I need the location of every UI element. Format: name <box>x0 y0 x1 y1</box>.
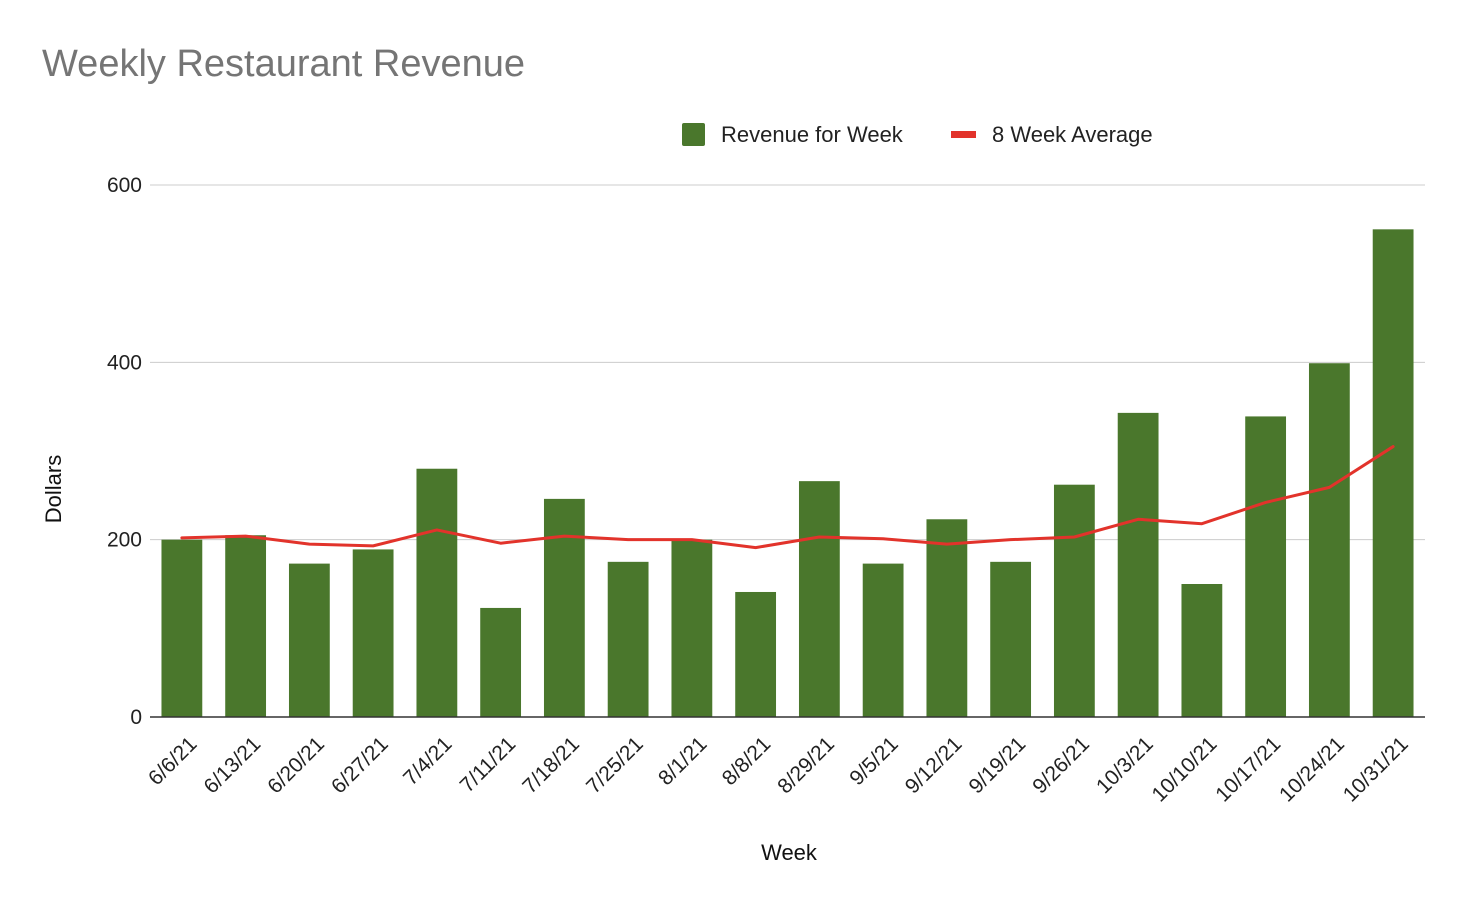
bar-6-13-21[interactable] <box>225 535 267 717</box>
bar-9-12-21[interactable] <box>926 519 968 717</box>
bar-10-24-21[interactable] <box>1308 363 1350 717</box>
average-line[interactable] <box>180 445 1395 550</box>
average-point-7-4-21[interactable] <box>432 525 442 535</box>
chart-title: Weekly Restaurant Revenue <box>42 43 525 85</box>
average-point-10-10-21[interactable] <box>1197 519 1207 529</box>
x-axis-title: Week <box>761 840 818 865</box>
average-point-8-29-21[interactable] <box>814 532 824 542</box>
legend-swatch-average <box>951 131 976 138</box>
bar-8-8-21[interactable] <box>735 591 777 717</box>
average-point-6-6-21[interactable] <box>177 533 187 543</box>
average-point-10-31-21[interactable] <box>1388 442 1398 452</box>
average-line-series <box>177 442 1398 553</box>
average-point-8-1-21[interactable] <box>687 535 697 545</box>
x-tick-label-9-12-21: 9/12/21 <box>901 732 967 798</box>
average-point-7-25-21[interactable] <box>623 535 633 545</box>
x-tick-label-10-31-21: 10/31/21 <box>1339 732 1413 806</box>
x-tick-label-7-4-21: 7/4/21 <box>399 732 457 790</box>
y-tick-label-200: 200 <box>107 529 142 552</box>
bar-9-19-21[interactable] <box>990 561 1032 717</box>
x-tick-label-10-17-21: 10/17/21 <box>1211 732 1285 806</box>
average-point-9-26-21[interactable] <box>1069 532 1079 542</box>
bar-6-27-21[interactable] <box>352 549 394 717</box>
x-tick-label-9-5-21: 9/5/21 <box>845 732 903 790</box>
average-point-9-5-21[interactable] <box>878 534 888 544</box>
x-tick-label-9-19-21: 9/19/21 <box>965 732 1031 798</box>
x-tick-label-6-6-21: 6/6/21 <box>144 732 202 790</box>
bar-10-17-21[interactable] <box>1245 416 1287 717</box>
y-tick-label-0: 0 <box>130 706 142 729</box>
x-tick-label-10-24-21: 10/24/21 <box>1275 732 1349 806</box>
average-point-10-24-21[interactable] <box>1324 482 1334 492</box>
x-tick-label-9-26-21: 9/26/21 <box>1028 732 1094 798</box>
average-point-6-27-21[interactable] <box>368 541 378 551</box>
average-point-10-17-21[interactable] <box>1261 497 1271 507</box>
legend-label-revenue: Revenue for Week <box>721 122 904 147</box>
y-axis-ticks: 0 200 400 600 <box>107 174 142 729</box>
x-tick-label-6-27-21: 6/27/21 <box>327 732 393 798</box>
bar-6-20-21[interactable] <box>288 563 330 717</box>
x-tick-label-7-18-21: 7/18/21 <box>518 732 584 798</box>
x-tick-label-8-8-21: 8/8/21 <box>718 732 776 790</box>
bar-8-29-21[interactable] <box>798 481 840 717</box>
average-point-6-13-21[interactable] <box>241 531 251 541</box>
legend-label-average: 8 Week Average <box>992 122 1153 147</box>
legend: Revenue for Week 8 Week Average <box>682 122 1153 147</box>
average-point-9-19-21[interactable] <box>1006 535 1016 545</box>
grid-lines <box>150 184 1425 541</box>
y-axis-title: Dollars <box>41 455 66 523</box>
bar-9-26-21[interactable] <box>1053 484 1095 717</box>
x-tick-label-8-1-21: 8/1/21 <box>654 732 712 790</box>
x-tick-label-6-13-21: 6/13/21 <box>200 732 266 798</box>
legend-item-revenue[interactable]: Revenue for Week <box>682 122 904 147</box>
x-axis-ticks: 6/6/216/13/216/20/216/27/21 7/4/21 7/11/21… <box>144 732 1413 806</box>
bar-10-31-21[interactable] <box>1372 229 1414 718</box>
bar-7-4-21[interactable] <box>416 468 458 717</box>
average-point-10-3-21[interactable] <box>1133 514 1143 524</box>
x-tick-label-8-29-21: 8/29/21 <box>773 732 839 798</box>
bar-10-3-21[interactable] <box>1117 412 1159 717</box>
x-tick-label-6-20-21: 6/20/21 <box>263 732 329 798</box>
x-tick-label-7-11-21: 7/11/21 <box>456 732 521 797</box>
average-point-8-8-21[interactable] <box>751 543 761 553</box>
legend-item-average[interactable]: 8 Week Average <box>951 122 1153 147</box>
legend-swatch-revenue <box>682 123 705 146</box>
x-tick-label-7-25-21: 7/25/21 <box>582 732 648 798</box>
y-tick-label-600: 600 <box>107 174 142 197</box>
average-point-7-18-21[interactable] <box>559 531 569 541</box>
bar-8-1-21[interactable] <box>671 539 713 717</box>
x-tick-label-10-10-21: 10/10/21 <box>1148 732 1222 806</box>
bar-6-6-21[interactable] <box>161 539 203 717</box>
bar-7-11-21[interactable] <box>480 607 522 717</box>
average-point-9-12-21[interactable] <box>942 539 952 549</box>
x-tick-label-10-3-21: 10/3/21 <box>1092 732 1158 798</box>
y-tick-label-400: 400 <box>107 351 142 374</box>
bar-series <box>161 229 1414 718</box>
average-point-7-11-21[interactable] <box>496 538 506 548</box>
bar-10-10-21[interactable] <box>1181 584 1223 717</box>
bar-7-25-21[interactable] <box>607 561 649 717</box>
average-point-6-20-21[interactable] <box>304 539 314 549</box>
bar-9-5-21[interactable] <box>862 563 904 717</box>
